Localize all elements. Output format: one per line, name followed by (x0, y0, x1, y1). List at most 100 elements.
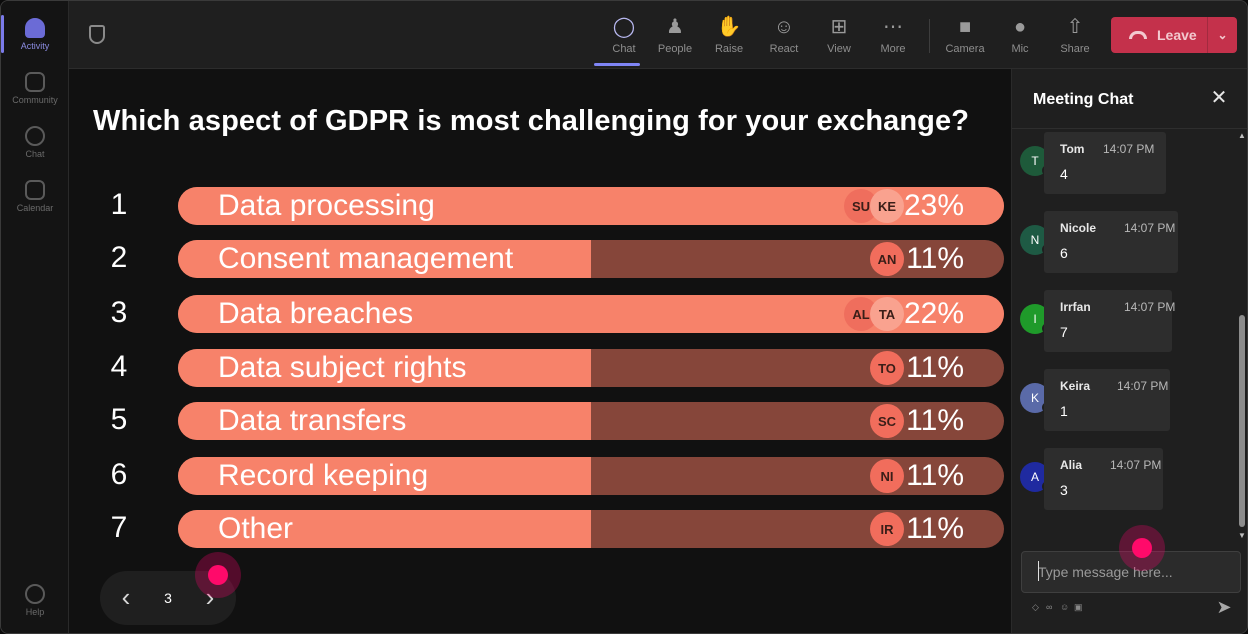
pointer-highlight (1119, 525, 1165, 571)
poll-question: Which aspect of GDPR is most challenging… (93, 105, 970, 137)
message-time: 14:07 PM (1117, 379, 1169, 393)
share-button-label: Share (1060, 42, 1090, 55)
chevron-left-icon[interactable]: ‹ (121, 582, 131, 612)
poll-option-row: 7 Other 11% IR (69, 508, 1011, 548)
voter-avatar: TA (870, 297, 904, 331)
poll-option-row: 5 Data transfers 11% SC (69, 400, 1011, 440)
option-label: Consent management (218, 242, 514, 275)
voter-avatar: SC (870, 404, 904, 438)
scroll-down-arrow-icon[interactable]: ▼ (1238, 531, 1246, 540)
help-icon (25, 583, 45, 604)
rail-item-community[interactable]: Community (1, 61, 69, 115)
option-number: 4 (110, 350, 128, 383)
voter-avatar: TO (870, 351, 904, 385)
message-bubble: Nicole 14:07 PM 6 (1044, 211, 1178, 273)
option-bar-fill (178, 240, 591, 278)
raise-hand-button[interactable]: ✋ Raise (703, 9, 755, 61)
sender-name: Irrfan (1060, 300, 1091, 314)
option-bar: Other 11% IR (178, 510, 1004, 548)
option-bar: Data subject rights 11% TO (178, 349, 1004, 387)
leave-button-label: Leave (1157, 27, 1197, 43)
poll-option-row: 2 Consent management 11% AN (69, 238, 1011, 278)
share-button[interactable]: ⇧ Share (1049, 9, 1101, 61)
rail-item-label: Chat (25, 148, 45, 159)
chat-icon (25, 125, 45, 146)
scrollbar-thumb[interactable] (1239, 315, 1245, 527)
message-text: 4 (1060, 166, 1068, 182)
option-bar-fill (178, 402, 591, 440)
text-caret (1038, 561, 1039, 581)
chevron-down-icon[interactable]: ⌄ (1207, 17, 1237, 53)
grid-icon: ⊞ (830, 15, 848, 38)
option-bar: Data transfers 11% SC (178, 402, 1004, 440)
chat-button[interactable]: ◯ Chat (594, 9, 650, 66)
emoji-icon[interactable]: ☺ (1060, 602, 1070, 612)
view-button[interactable]: ⊞ View (813, 9, 865, 61)
people-button[interactable]: ♟ People (649, 9, 701, 61)
message-bubble: Alia 14:07 PM 3 (1044, 448, 1163, 510)
meeting-toolbar: ◯ Chat ♟ People ✋ Raise ☺ React ⊞ View ⋯… (69, 1, 1247, 69)
option-bar-fill (178, 457, 591, 495)
react-button[interactable]: ☺ React (758, 9, 810, 61)
chevron-right-icon[interactable]: › (205, 582, 215, 612)
message-time: 14:07 PM (1110, 458, 1162, 472)
gif-icon[interactable]: ▣ (1074, 602, 1083, 612)
sender-name: Keira (1060, 379, 1091, 393)
option-label: Data subject rights (218, 351, 467, 384)
rail-item-activity[interactable]: Activity (1, 7, 69, 61)
camera-button-label: Camera (945, 42, 985, 55)
message-text: 7 (1060, 324, 1068, 340)
chat-scrollbar[interactable]: ▲ ▼ (1236, 129, 1247, 545)
poll-option-row: 3 Data breaches 22% AL TA (69, 293, 1011, 333)
mic-button-label: Mic (1011, 42, 1029, 55)
format-icon[interactable]: ◇ (1032, 602, 1039, 612)
option-percent: 11% (906, 512, 964, 545)
voter-avatar: IR (870, 512, 904, 546)
chat-message: K Keira 14:07 PM 1 (1020, 369, 1180, 433)
more-button[interactable]: ⋯ More (867, 9, 919, 61)
voter-avatar: AN (870, 242, 904, 276)
mic-button[interactable]: ● Mic (994, 9, 1046, 61)
close-icon[interactable]: ✕ (1210, 87, 1228, 109)
option-bar: Record keeping 11% NI (178, 457, 1004, 495)
message-bubble: Irrfan 14:07 PM 7 (1044, 290, 1176, 352)
attach-icon[interactable]: ∞ (1046, 602, 1053, 612)
chat-divider (1012, 128, 1247, 129)
message-time: 14:07 PM (1124, 300, 1176, 314)
option-number: 1 (110, 188, 128, 221)
rail-item-calendar[interactable]: Calendar (1, 169, 69, 223)
leave-button[interactable]: Leave ⌄ (1111, 17, 1237, 53)
option-bar-fill (178, 349, 591, 387)
chat-title: Meeting Chat (1033, 91, 1134, 108)
voter-avatar: NI (870, 459, 904, 493)
poll-stage: Which aspect of GDPR is most challenging… (69, 69, 1011, 633)
poll-option-row: 1 Data processing 23% SU KE (69, 185, 1011, 225)
option-percent: 11% (906, 351, 964, 384)
option-number: 3 (110, 296, 128, 329)
option-number: 6 (110, 458, 128, 491)
shield-icon (89, 25, 105, 44)
chat-message: I Irrfan 14:07 PM 7 (1020, 290, 1180, 354)
chat-message: A Alia 14:07 PM 3 (1020, 448, 1180, 512)
send-icon[interactable]: ➤ (1216, 597, 1232, 617)
option-number: 2 (110, 241, 128, 274)
option-percent: 11% (906, 404, 964, 437)
rail-item-help[interactable]: Help (1, 573, 69, 627)
chat-icon: ◯ (612, 15, 636, 38)
app-rail: Activity Community Chat Calendar Help (1, 1, 69, 633)
option-bar: Data processing 23% SU KE (178, 187, 1004, 225)
message-input[interactable] (1021, 551, 1241, 593)
rail-item-chat[interactable]: Chat (1, 115, 69, 169)
meeting-chat-panel: Meeting Chat ✕ T Tom 14:07 PM 4 N Nicole 14:07… (1011, 69, 1247, 633)
message-bubble: Keira 14:07 PM 1 (1044, 369, 1170, 431)
react-button-label: React (769, 42, 799, 55)
camera-button[interactable]: ■ Camera (939, 9, 991, 61)
camera-off-icon: ■ (958, 15, 972, 38)
calendar-icon (25, 179, 45, 200)
hand-icon: ✋ (716, 15, 742, 38)
more-button-label: More (880, 42, 906, 55)
option-percent: 22% (903, 297, 964, 330)
chat-message-list: T Tom 14:07 PM 4 N Nicole 14:07 PM 6 I Irrfan 14:0… (1012, 129, 1236, 545)
scroll-up-arrow-icon[interactable]: ▲ (1238, 131, 1246, 140)
